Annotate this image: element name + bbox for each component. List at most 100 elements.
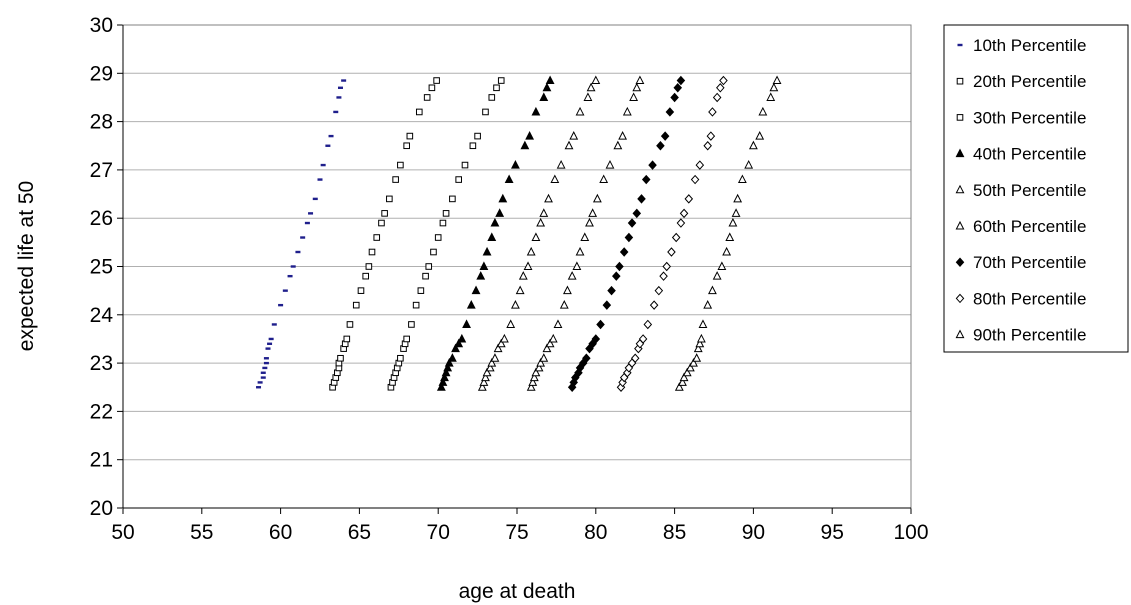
data-point	[282, 289, 288, 292]
legend-marker	[955, 257, 965, 267]
data-point	[442, 210, 450, 217]
data-point	[534, 362, 544, 372]
data-point	[559, 300, 569, 309]
data-point	[439, 219, 447, 227]
data-point	[531, 106, 541, 116]
data-point	[725, 232, 735, 242]
x-tick-label: 50	[111, 521, 134, 544]
data-point	[381, 210, 388, 217]
legend-marker	[956, 77, 964, 85]
data-point	[433, 77, 440, 84]
data-point	[662, 261, 671, 272]
data-point	[531, 367, 541, 377]
data-point	[544, 193, 553, 203]
data-point	[403, 335, 410, 343]
x-tick-label: 75	[505, 521, 528, 544]
data-point	[495, 208, 505, 217]
legend-marker	[956, 114, 964, 121]
data-point	[373, 234, 381, 241]
data-point	[504, 174, 514, 184]
data-point	[476, 271, 486, 280]
legend-marker	[955, 220, 965, 230]
legend-marker	[955, 148, 965, 158]
data-point	[511, 159, 520, 169]
data-point	[618, 130, 628, 140]
data-point	[328, 134, 334, 138]
data-point	[772, 75, 782, 85]
data-point	[499, 333, 509, 343]
data-point	[719, 75, 728, 86]
data-point	[737, 174, 747, 184]
data-point	[569, 130, 579, 140]
data-point	[482, 246, 492, 256]
data-point	[487, 232, 497, 242]
data-point	[408, 321, 415, 328]
data-point	[712, 271, 722, 280]
data-point	[341, 79, 347, 82]
data-point	[256, 386, 262, 389]
legend-marker	[955, 184, 965, 194]
data-point	[679, 372, 689, 382]
data-point	[434, 234, 442, 241]
data-point	[708, 107, 717, 117]
data-point	[268, 337, 274, 341]
data-point	[627, 218, 637, 228]
legend-label: 40th Percentile	[973, 145, 1086, 164]
data-point	[622, 106, 632, 116]
data-point	[671, 232, 681, 243]
data-point	[462, 319, 471, 328]
data-point	[346, 321, 354, 328]
y-tick-label: 28	[90, 111, 113, 134]
data-point	[748, 140, 758, 150]
data-point	[386, 195, 393, 203]
data-point	[539, 353, 549, 362]
data-point	[563, 285, 572, 295]
legend: 10th Percentile 20th Percentile 30th Perce…	[943, 24, 1129, 353]
data-point	[482, 367, 492, 377]
data-point	[362, 272, 370, 280]
data-point	[493, 343, 503, 353]
data-point	[548, 333, 558, 343]
data-point	[481, 372, 490, 382]
data-point	[357, 287, 365, 294]
y-axis-title: expected life at 50	[15, 181, 38, 351]
data-point	[582, 353, 591, 364]
data-point	[769, 82, 779, 92]
data-point	[257, 381, 263, 384]
data-point	[479, 261, 489, 270]
data-point	[525, 130, 535, 140]
data-point	[728, 217, 738, 227]
data-point	[438, 377, 448, 386]
data-point	[586, 82, 596, 92]
data-point	[461, 161, 469, 169]
data-point	[406, 132, 414, 140]
data-point	[539, 92, 549, 101]
data-point	[695, 338, 705, 348]
data-point	[295, 250, 301, 254]
data-point	[599, 174, 609, 184]
data-point	[412, 301, 420, 309]
data-point	[676, 75, 686, 86]
data-point	[670, 92, 679, 103]
data-point	[511, 300, 520, 309]
data-point	[635, 75, 645, 85]
data-point	[300, 236, 306, 239]
data-point	[531, 232, 541, 242]
y-tick-label: 25	[90, 256, 113, 279]
data-point	[539, 208, 549, 217]
data-point	[474, 132, 481, 140]
data-point	[506, 319, 516, 328]
data-point	[607, 285, 616, 296]
axes: 20 21 22 23 24 25 26 27 28 29 30 50 55 60 65 70 75 80 85 90…	[90, 14, 929, 544]
data-point	[716, 83, 725, 93]
data-point	[656, 141, 665, 151]
data-point	[682, 367, 692, 377]
data-point	[469, 142, 477, 150]
data-point	[333, 110, 339, 114]
data-point	[497, 77, 505, 84]
data-point	[564, 140, 574, 150]
x-tick-label: 65	[348, 521, 371, 544]
data-point	[440, 372, 449, 382]
data-point	[575, 246, 585, 256]
data-point	[673, 83, 683, 93]
